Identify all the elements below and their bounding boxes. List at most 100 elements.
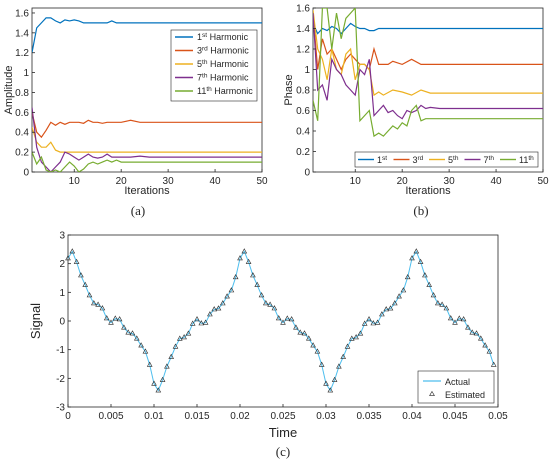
c-estimated-marker <box>194 316 200 322</box>
c-estimated-marker <box>99 305 106 311</box>
b-ytick-label: 0.4 <box>296 127 310 138</box>
a-xtick-label: 10 <box>69 176 81 187</box>
ylabel-signal: Signal <box>28 303 43 339</box>
c-estimated-marker <box>417 258 424 264</box>
b-ytick-label: 1.2 <box>296 45 310 56</box>
b-legend-label-5: 11th <box>519 155 534 165</box>
c-estimated-marker <box>69 248 76 254</box>
c-xtick-label: 0.04 <box>402 411 422 422</box>
c-estimated-marker <box>198 320 205 326</box>
c-estimated-marker <box>232 273 239 280</box>
b-xtick-label: 10 <box>350 176 362 187</box>
c-estimated-marker <box>396 293 402 299</box>
c-estimated-marker <box>404 273 411 280</box>
panel-label-b: (b) <box>413 203 428 218</box>
c-legend-label-estimated: Estimated <box>445 390 485 400</box>
c-estimated-marker <box>469 329 476 335</box>
c-estimated-marker <box>73 258 80 264</box>
c-estimated-marker <box>129 330 136 336</box>
c-estimated-marker <box>348 335 355 341</box>
c-estimated-marker <box>439 301 445 307</box>
b-ytick-label: 1.6 <box>296 4 310 15</box>
c-estimated-marker <box>138 342 144 348</box>
c-ytick-label: -1 <box>56 345 65 356</box>
amplitude-chart: 10 20 30 40 50 0 0.2 0.4 0.6 0.8 1 1.2 1.4 1.6 Amplit… <box>3 7 268 218</box>
c-estimated-marker <box>456 315 463 321</box>
c-estimated-marker <box>211 306 218 312</box>
c-ytick-label: 2 <box>59 259 65 270</box>
c-estimated-marker <box>254 281 261 287</box>
c-estimated-marker <box>181 334 187 340</box>
c-estimated-marker <box>379 311 385 317</box>
c-estimated-marker <box>82 281 89 287</box>
a-ytick-label: 0.8 <box>15 88 29 99</box>
legend-phase: 1st 3rd 5th 7th 11th <box>354 151 539 168</box>
panel-label-c: (c) <box>276 444 290 459</box>
c-estimated-marker <box>262 300 269 306</box>
c-estimated-marker <box>245 258 252 264</box>
xlabel-iterations-a: Iterations <box>124 185 170 197</box>
b-ytick-label: 0.8 <box>296 86 310 97</box>
c-estimated-marker <box>103 315 110 321</box>
c-estimated-marker <box>344 343 351 349</box>
c-estimated-marker <box>490 361 497 367</box>
c-estimated-marker <box>168 353 175 359</box>
c-estimated-marker <box>258 292 265 298</box>
c-estimated-marker <box>95 301 101 307</box>
c-xtick-label: 0.02 <box>230 411 250 422</box>
c-estimated-marker <box>151 380 157 386</box>
c-xtick-label: 0.045 <box>442 411 467 422</box>
a-legend-box <box>170 29 258 102</box>
c-ytick-label: 3 <box>59 231 65 242</box>
xlabel-time: Time <box>269 425 297 440</box>
signal-chart: 0 0.005 0.01 0.015 0.02 0.025 0.03 0.035 0.04 0.0… <box>28 231 508 460</box>
a-series-line-1 <box>32 17 262 53</box>
b-ytick-label: 0.6 <box>296 106 310 117</box>
c-estimated-marker <box>241 248 248 254</box>
c-legend-swatch-estimated <box>429 390 435 396</box>
c-xtick-label: 0.03 <box>316 411 336 422</box>
c-estimated-marker <box>473 330 480 336</box>
panel-label-a: (a) <box>131 203 145 218</box>
c-estimated-marker <box>121 324 127 330</box>
a-xtick-label: 20 <box>116 176 128 187</box>
c-estimated-marker <box>357 330 364 336</box>
c-xtick-label: 0.005 <box>98 411 123 422</box>
c-estimated-marker <box>301 330 308 336</box>
c-estimated-marker <box>366 316 372 322</box>
legend-amplitude: 1st Harmonic 3rd Harmonic 5th Harmonic 7th … <box>170 29 258 102</box>
c-estimated-marker <box>172 343 179 349</box>
c-estimated-marker <box>331 376 338 382</box>
c-estimated-marker <box>336 363 342 369</box>
b-legend-label-2: 3rd <box>413 155 424 165</box>
b-ytick-label: 1 <box>304 65 310 76</box>
c-ytick-label: 0 <box>59 317 65 328</box>
c-estimated-marker <box>78 272 84 278</box>
c-estimated-marker <box>460 316 467 322</box>
c-estimated-marker <box>280 319 286 325</box>
c-estimated-marker <box>400 287 407 293</box>
c-legend-box <box>417 370 495 404</box>
c-estimated-marker <box>297 329 304 335</box>
a-legend-label-5: 11th Harmonic <box>197 86 253 96</box>
c-xtick-label: 0 <box>65 411 71 422</box>
b-legend-label-3: 5th <box>448 155 459 165</box>
c-estimated-marker <box>391 300 398 306</box>
a-xtick-label: 30 <box>163 176 175 187</box>
c-estimated-marker <box>387 305 394 311</box>
a-ytick-label: 0.2 <box>15 148 29 159</box>
a-ytick-label: 1.2 <box>15 48 29 59</box>
c-estimated-marker <box>250 272 256 278</box>
c-estimated-marker <box>383 306 390 312</box>
c-estimated-marker <box>486 348 493 354</box>
c-estimated-marker <box>477 335 484 341</box>
c-estimated-marker <box>443 305 450 311</box>
c-estimated-marker <box>327 387 334 393</box>
c-estimated-marker <box>465 324 471 330</box>
a-series-line-3 <box>32 127 262 153</box>
c-estimated-marker <box>108 319 114 325</box>
c-estimated-marker <box>142 348 149 354</box>
b-xtick-label: 20 <box>397 176 409 187</box>
c-estimated-marker <box>318 361 325 367</box>
a-ytick-label: 1.4 <box>15 28 29 39</box>
